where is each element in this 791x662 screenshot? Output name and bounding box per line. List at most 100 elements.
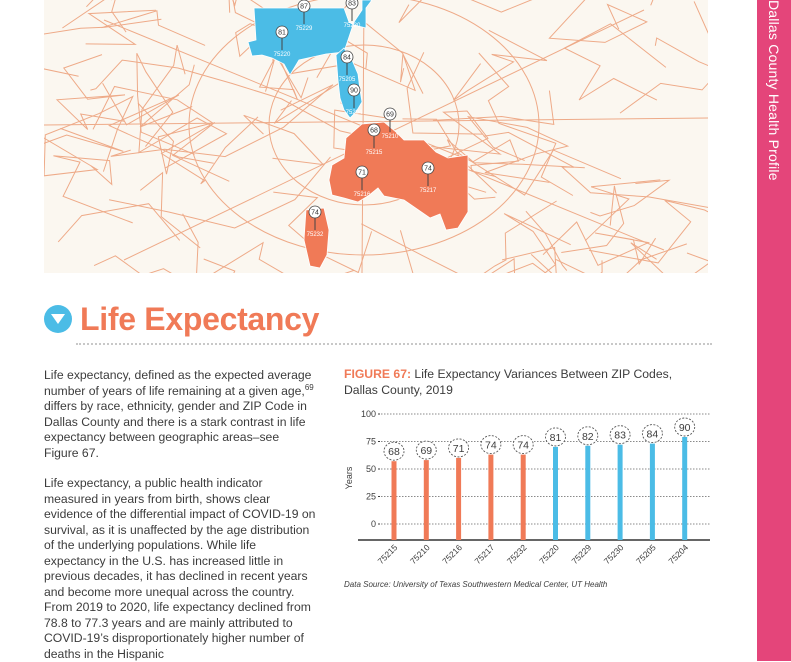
map-marker-dot (421, 161, 435, 175)
bar-value-label: 83 (614, 430, 626, 442)
map-road (95, 258, 236, 303)
x-tick-label: 75215 (376, 542, 400, 566)
bar-value-bubble (415, 440, 437, 460)
map-road (588, 199, 730, 267)
chevron-down-icon (44, 305, 72, 333)
map-road (525, 210, 568, 271)
map-marker-value: 87 (300, 4, 308, 11)
map-road (361, 223, 516, 304)
bar-value-label: 90 (679, 422, 691, 434)
map-marker-zip: 75232 (307, 232, 324, 238)
map-regions (247, 0, 469, 269)
y-tick-label: 50 (366, 464, 376, 474)
map-region-south-low (328, 121, 469, 231)
map-road (421, 139, 520, 178)
map-road (478, 52, 574, 196)
bar-value-label: 74 (517, 440, 529, 452)
map-road (139, 171, 201, 249)
map-marker: 69 75210 (382, 107, 399, 140)
map-road (464, 254, 579, 298)
map-road (93, 255, 205, 297)
sidebar-title: Dallas County Health Profile (757, 0, 791, 181)
map-marker: 74 75232 (307, 205, 324, 238)
map-marker-dot (308, 205, 322, 219)
bar (520, 454, 526, 540)
bar (649, 443, 655, 540)
map-marker: 84 75205 (339, 50, 356, 83)
map-marker: 87 75229 (296, 0, 313, 32)
map-marker-value: 84 (343, 55, 351, 62)
map-road (57, 203, 181, 243)
map-road (101, 10, 206, 46)
map-road (139, 64, 195, 128)
map-marker-zip: 75220 (274, 52, 291, 58)
map-road (584, 179, 661, 242)
map-road (55, 54, 126, 130)
life-expectancy-zip-map: 87 75229 83 75230 81 75220 84 75205 90 75204 69 752… (0, 0, 782, 348)
figure-label: FIGURE 67: (344, 367, 412, 381)
x-tick-label: 75217 (473, 542, 497, 566)
map-marker-zip: 75217 (420, 188, 437, 194)
map-road (483, 131, 764, 210)
x-tick-label: 75230 (602, 542, 626, 566)
figure-caption-text: Life Expectancy Variances Between ZIP Co… (344, 367, 673, 397)
x-tick-label: 75232 (505, 542, 529, 566)
map-road (90, 59, 398, 145)
map-road (86, 0, 127, 33)
bar-value-label: 71 (453, 443, 465, 455)
map-road (258, 57, 298, 100)
map-marker-zip: 75230 (344, 23, 361, 29)
map-marker-zip: 75216 (354, 192, 371, 198)
map-marker-dot (367, 123, 381, 137)
map-marker: 68 75215 (366, 123, 383, 156)
map-marker-dot (275, 25, 289, 39)
y-axis-label: Years (344, 466, 354, 489)
map-road (85, 9, 157, 45)
map-road (456, 149, 622, 196)
y-tick-label: 75 (366, 437, 376, 447)
bar-value-bubble (674, 417, 696, 437)
bar (391, 461, 397, 540)
bar (456, 457, 462, 540)
sidebar-title-text: Dallas County Health Profile (766, 0, 782, 181)
map-highway (43, 117, 709, 126)
map-region-southwest-low (303, 207, 330, 269)
map-marker-dot (355, 165, 369, 179)
map-road (108, 156, 331, 229)
map-road (138, 44, 228, 169)
y-tick-label: 100 (361, 409, 376, 419)
map-road (561, 185, 625, 253)
map-marker-zip: 75205 (339, 77, 356, 83)
map-road (693, 1, 782, 50)
map-marker-dot (347, 83, 361, 97)
map-marker-zip: 75210 (382, 134, 399, 140)
map-road (542, 221, 657, 266)
map-marker-value: 81 (278, 30, 286, 37)
map-road (53, 155, 133, 224)
x-tick-label: 75205 (634, 542, 658, 566)
bar-value-label: 84 (647, 429, 659, 441)
section-title: Life Expectancy (80, 300, 320, 337)
paragraph-1-text-b: differs by race, ethnicity, gender and Z… (44, 399, 307, 460)
paragraph-2: Life expectancy, a public health indicat… (44, 476, 316, 661)
bar-value-label: 82 (582, 431, 594, 443)
bar-value-bubble (383, 441, 405, 461)
paragraph-1: Life expectancy, defined as the expected… (44, 368, 316, 461)
map-marker-value: 74 (311, 210, 319, 217)
life-expectancy-bar-chart: 0 25 50 75 100 Years 68 69 71 74 74 81 82 83 84 90 752… (344, 409, 710, 566)
bar-value-label: 81 (550, 432, 562, 444)
map-markers: 87 75229 83 75230 81 75220 84 75205 90 75204 69 752… (274, 0, 437, 238)
map-canvas: 87 75229 83 75230 81 75220 84 75205 90 75204 69 752… (0, 0, 782, 348)
map-marker-dot (383, 107, 397, 121)
map-road (563, 23, 667, 101)
map-road (92, 85, 214, 175)
map-marker: 90 75204 (346, 83, 363, 116)
bar-value-bubble (577, 426, 599, 446)
map-marker-value: 71 (358, 170, 366, 177)
map-road (548, 0, 648, 43)
map-marker-value: 90 (350, 88, 358, 95)
map-marker-dot (340, 50, 354, 64)
map-road (273, 79, 345, 124)
bar (617, 444, 623, 540)
bar-value-label: 69 (420, 445, 432, 457)
